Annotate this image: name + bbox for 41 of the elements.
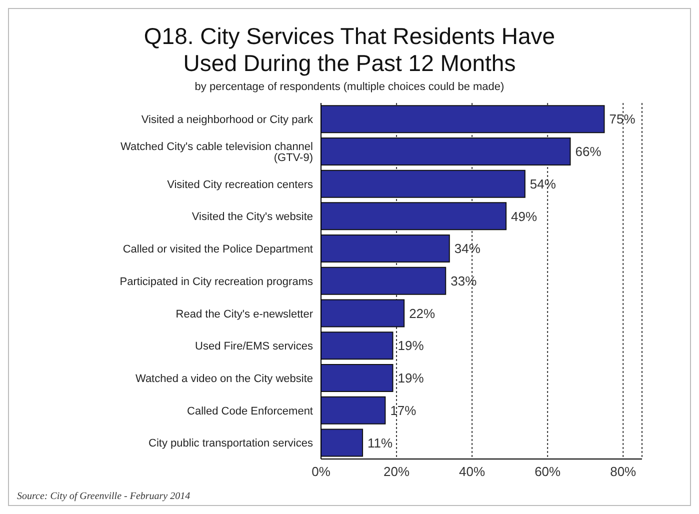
bar xyxy=(321,170,526,198)
y-tick-label: Used Fire/EMS services xyxy=(195,340,314,353)
bar xyxy=(321,396,386,424)
data-label: 11% xyxy=(368,435,394,450)
chart-title: Q18. City Services That Residents Have Used During the Past 12 Months xyxy=(142,23,556,77)
bar xyxy=(321,266,446,295)
data-label: 66% xyxy=(575,144,602,160)
bar xyxy=(321,202,507,230)
data-label: 33% xyxy=(450,274,478,289)
bar xyxy=(321,105,605,134)
y-tick-label: Read the City's e-newsletter xyxy=(176,308,314,320)
x-tick-label: 60% xyxy=(534,464,562,480)
y-tick-label: City public transportation services xyxy=(148,438,314,450)
y-tick-label: Visited the City's website xyxy=(192,211,313,224)
y-tick-label: Watched City's cable television channel (GTV-9) xyxy=(120,140,313,164)
data-label: 49% xyxy=(511,208,538,224)
data-label: 22% xyxy=(409,306,436,321)
y-tick-label: Called or visited the Police Department xyxy=(122,244,313,256)
y-tick-label: Watched a video on the City website xyxy=(135,372,313,385)
bar xyxy=(321,299,405,328)
data-label: 34% xyxy=(454,241,481,256)
data-label: 19% xyxy=(398,338,424,354)
x-tick-label: 20% xyxy=(384,464,410,480)
y-tick-label: Participated in City recreation programs xyxy=(120,276,314,288)
x-tick-label: 40% xyxy=(459,464,486,480)
bar xyxy=(321,137,571,166)
x-tick-label: 80% xyxy=(610,464,637,480)
bar xyxy=(321,364,394,392)
data-label: 19% xyxy=(398,370,424,386)
y-tick-label: Visited a neighborhood or City park xyxy=(141,114,314,126)
x-tick-label: 0% xyxy=(312,464,331,480)
bar xyxy=(321,428,364,457)
chart-subtitle: by percentage of respondents (multiple choices could be made) xyxy=(194,81,506,93)
data-label: 17% xyxy=(390,402,417,418)
bar xyxy=(321,234,450,263)
y-tick-label: Called Code Enforcement xyxy=(187,405,313,418)
data-label: 75% xyxy=(609,112,636,127)
bar xyxy=(321,332,394,360)
source-note: Source: City of Greenville - February 2014 xyxy=(17,491,192,502)
data-label: 54% xyxy=(530,176,556,192)
y-tick-label: Visited City recreation centers xyxy=(167,178,314,191)
